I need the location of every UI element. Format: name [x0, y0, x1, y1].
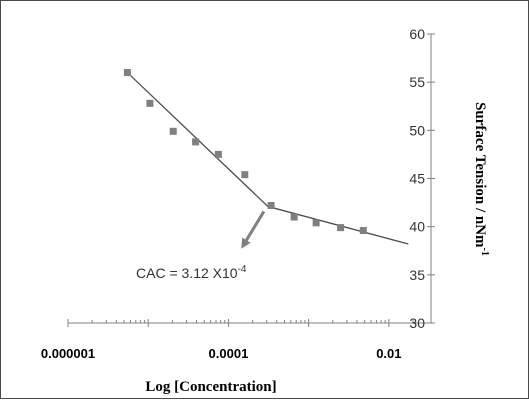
annotation-arrow — [241, 210, 266, 249]
x-tick-label: 0.0001 — [209, 346, 249, 361]
y-tick-label: 45 — [409, 171, 425, 187]
data-point — [146, 99, 154, 107]
annotation: CAC = 3.12 X10-4 — [136, 210, 266, 281]
y-tick-label: 55 — [409, 74, 425, 90]
annotation-superscript: -4 — [238, 264, 247, 275]
data-point — [169, 127, 177, 135]
data-point — [312, 219, 320, 227]
x-axis-title: Log [Concentration] — [145, 379, 276, 395]
y-tick-label: 35 — [409, 267, 425, 283]
data-points — [123, 69, 367, 235]
annotation-label: CAC = 3.12 X10-4 — [136, 264, 247, 281]
y-tick-label: 60 — [409, 26, 425, 42]
data-point — [290, 213, 298, 221]
y-tick-label: 30 — [409, 315, 425, 331]
x-tick-label: 0.000001 — [41, 346, 95, 361]
y-axis-title: Surface Tension / nNm-1 — [472, 102, 490, 256]
y-tick-label: 40 — [409, 219, 425, 235]
y-axis-title-superscript: -1 — [479, 248, 490, 256]
x-tick-label: 0.01 — [376, 346, 401, 361]
axis-labels: Log [Concentration] Surface Tension / nNm… — [145, 102, 490, 395]
data-point — [214, 150, 222, 158]
axes: 0.000001 0.0001 0.01 30 35 40 45 50 55 60 — [41, 26, 435, 361]
data-point — [192, 138, 200, 146]
y-axis-title-text: Surface Tension / nNm — [472, 102, 488, 248]
data-point — [267, 201, 275, 209]
fit-lines — [126, 72, 409, 245]
annotation-text: CAC = 3.12 X10 — [136, 265, 238, 281]
data-point — [123, 69, 131, 77]
y-tick-label: 50 — [409, 122, 425, 138]
data-point — [359, 227, 367, 235]
data-point — [337, 224, 345, 232]
data-point — [241, 171, 249, 179]
